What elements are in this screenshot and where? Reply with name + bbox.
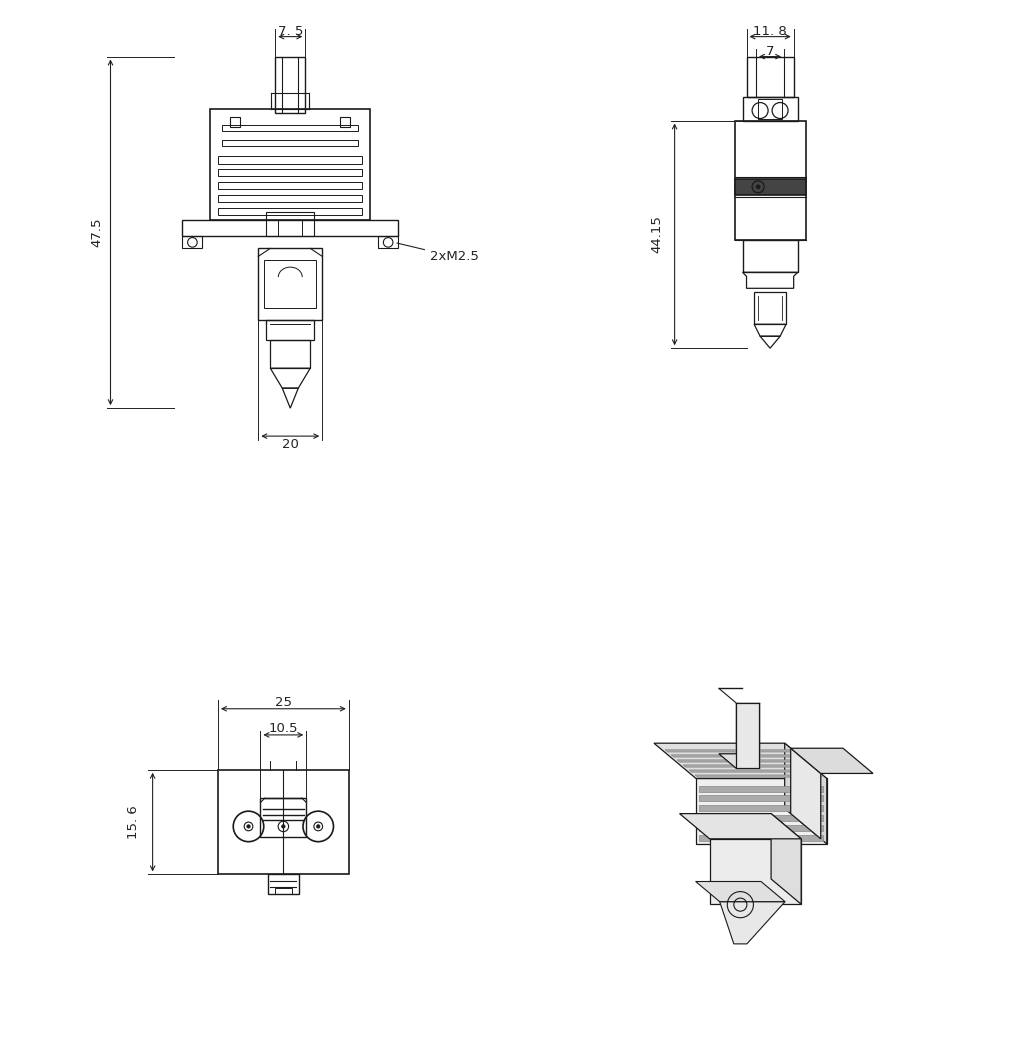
Polygon shape bbox=[683, 764, 809, 768]
Bar bbox=[268, 874, 299, 894]
Bar bbox=[182, 236, 202, 249]
Bar bbox=[275, 57, 305, 113]
Text: 44.15: 44.15 bbox=[649, 216, 662, 254]
Bar bbox=[274, 888, 291, 894]
Bar bbox=[210, 108, 370, 220]
Bar bbox=[734, 120, 805, 240]
Polygon shape bbox=[699, 835, 822, 840]
Polygon shape bbox=[671, 755, 797, 757]
Polygon shape bbox=[679, 814, 800, 839]
Bar bbox=[218, 182, 362, 190]
Polygon shape bbox=[735, 702, 758, 768]
Polygon shape bbox=[719, 901, 785, 943]
Bar bbox=[218, 770, 348, 874]
Circle shape bbox=[247, 824, 250, 828]
Bar bbox=[746, 57, 793, 97]
Bar bbox=[258, 249, 322, 320]
Polygon shape bbox=[709, 839, 800, 905]
Polygon shape bbox=[790, 749, 820, 839]
Text: 2xM2.5: 2xM2.5 bbox=[396, 243, 479, 263]
Bar bbox=[753, 293, 786, 324]
Bar bbox=[742, 240, 797, 273]
Bar bbox=[734, 179, 805, 195]
Polygon shape bbox=[790, 749, 872, 774]
Polygon shape bbox=[695, 778, 826, 843]
Polygon shape bbox=[699, 806, 822, 811]
Polygon shape bbox=[699, 795, 822, 801]
Bar bbox=[260, 798, 306, 837]
Bar bbox=[218, 170, 362, 177]
Bar bbox=[378, 236, 397, 249]
Bar bbox=[218, 157, 362, 163]
Polygon shape bbox=[689, 770, 815, 772]
Text: 11. 8: 11. 8 bbox=[752, 25, 787, 38]
Polygon shape bbox=[784, 743, 826, 843]
Polygon shape bbox=[718, 754, 758, 768]
Polygon shape bbox=[699, 824, 822, 831]
Polygon shape bbox=[653, 743, 826, 778]
Bar bbox=[218, 207, 362, 215]
Text: 15. 6: 15. 6 bbox=[126, 806, 140, 839]
Bar bbox=[218, 195, 362, 202]
Text: 20: 20 bbox=[281, 438, 299, 451]
Bar bbox=[230, 117, 240, 126]
Bar bbox=[742, 97, 797, 120]
Text: 10.5: 10.5 bbox=[268, 722, 298, 735]
Bar bbox=[222, 124, 358, 131]
Text: 25: 25 bbox=[274, 696, 291, 709]
Bar bbox=[270, 340, 310, 369]
Bar bbox=[264, 260, 316, 309]
Bar bbox=[757, 99, 782, 119]
Bar bbox=[266, 320, 314, 340]
Text: 47.5: 47.5 bbox=[90, 218, 103, 247]
Polygon shape bbox=[699, 786, 822, 792]
Text: 7: 7 bbox=[765, 45, 773, 58]
Text: 7. 5: 7. 5 bbox=[277, 25, 303, 38]
Circle shape bbox=[316, 824, 320, 828]
Bar bbox=[340, 117, 350, 126]
Circle shape bbox=[281, 824, 285, 828]
Polygon shape bbox=[770, 814, 800, 905]
Bar bbox=[222, 140, 358, 146]
Polygon shape bbox=[699, 815, 822, 821]
Circle shape bbox=[755, 185, 759, 188]
Polygon shape bbox=[664, 750, 791, 752]
Polygon shape bbox=[695, 881, 785, 901]
Bar bbox=[182, 220, 397, 236]
Polygon shape bbox=[694, 775, 821, 777]
Bar bbox=[266, 213, 314, 236]
Polygon shape bbox=[677, 760, 803, 762]
